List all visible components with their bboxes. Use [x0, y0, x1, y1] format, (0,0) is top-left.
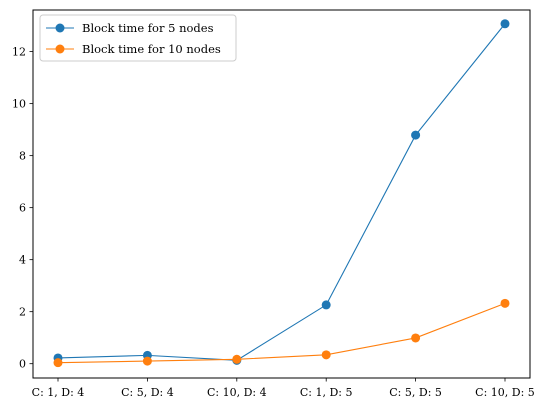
x-tick-label: C: 5, D: 5: [389, 386, 442, 399]
legend-marker-10-nodes: [55, 44, 65, 54]
y-tick-label: 2: [19, 306, 26, 319]
legend-entry: Block time for 5 nodes: [46, 21, 214, 35]
legend-marker-5-nodes: [55, 23, 65, 33]
legend: Block time for 5 nodes Block time for 10…: [39, 14, 237, 62]
data-point: [411, 130, 421, 140]
x-tick-label: C: 10, D: 5: [475, 386, 535, 399]
data-point: [142, 356, 152, 366]
y-tick-label: 6: [19, 202, 26, 215]
legend-box: [39, 14, 237, 62]
plot-area-frame: [32, 9, 531, 379]
y-tick-label: 10: [12, 98, 26, 111]
data-point: [500, 298, 510, 308]
data-point: [321, 350, 331, 360]
legend-label-5-nodes: Block time for 5 nodes: [82, 21, 214, 35]
y-tick-label: 12: [12, 46, 26, 59]
y-axis: 0 2 4 6 8 10 12: [12, 46, 33, 371]
data-point: [321, 300, 331, 310]
x-tick-label: C: 5, D: 4: [121, 386, 174, 399]
series-line: [57, 23, 506, 361]
data-point: [232, 354, 242, 364]
y-tick-label: 0: [19, 358, 26, 371]
x-tick-label: C: 1, D: 5: [300, 386, 353, 399]
series-line: [57, 302, 506, 364]
series-layer: [53, 19, 510, 368]
x-axis: C: 1, D: 4 C: 5, D: 4 C: 10, D: 4 C: 1, D: …: [32, 378, 535, 399]
y-tick-label: 4: [19, 254, 26, 267]
data-point: [500, 19, 510, 29]
x-tick-label: C: 10, D: 4: [207, 386, 267, 399]
legend-entry: Block time for 10 nodes: [46, 42, 221, 56]
legend-label-10-nodes: Block time for 10 nodes: [82, 42, 221, 56]
data-point: [411, 333, 421, 343]
data-point: [53, 358, 63, 368]
series-10-nodes: [53, 298, 510, 368]
y-tick-label: 8: [19, 150, 26, 163]
x-tick-label: C: 1, D: 4: [32, 386, 85, 399]
